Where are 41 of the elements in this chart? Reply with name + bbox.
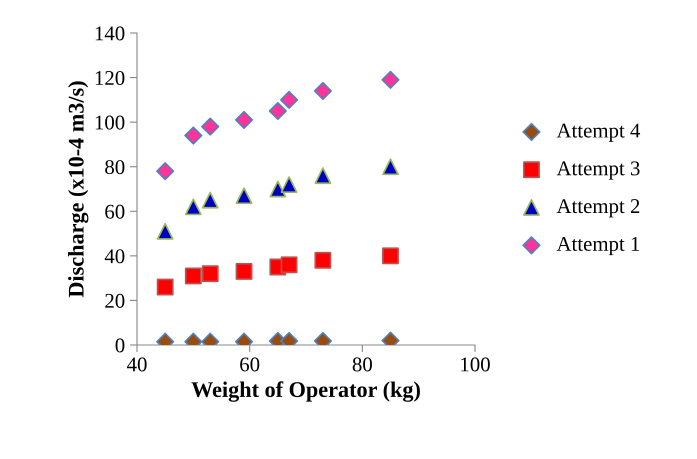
point	[280, 90, 298, 109]
point	[314, 167, 332, 184]
point	[184, 267, 202, 284]
point	[156, 162, 174, 180]
point	[156, 278, 174, 296]
point	[184, 198, 202, 216]
point	[314, 82, 332, 100]
point	[236, 263, 252, 280]
point	[202, 192, 219, 209]
legend-label: Attempt 4	[556, 124, 640, 142]
point	[202, 265, 219, 282]
y-axis-title: Discharge (x10-4 m3/s)	[68, 81, 88, 298]
x-tick-label: 100	[461, 357, 490, 372]
y-tick-label: 140	[96, 26, 124, 40]
point	[201, 118, 220, 136]
x-axis-title: Weight of Operator (kg)	[191, 381, 420, 402]
point	[268, 102, 287, 120]
point	[236, 187, 252, 204]
point	[184, 126, 202, 145]
point	[381, 70, 400, 89]
x-tick-label: 40	[126, 357, 147, 372]
point	[234, 110, 254, 129]
y-tick-label: 60	[105, 204, 124, 219]
point	[280, 256, 298, 274]
x-tick-label: 60	[240, 357, 260, 372]
y-tick-label: 20	[105, 294, 124, 308]
legend-label: Attempt 2	[556, 199, 640, 218]
x-tick-label: 80	[352, 357, 372, 372]
legend-label: Attempt 3	[556, 161, 640, 180]
y-tick-label: 80	[105, 160, 124, 174]
point	[382, 247, 399, 264]
legend-label: Attempt 1	[556, 236, 640, 256]
point	[156, 222, 174, 240]
point	[280, 176, 298, 193]
point	[382, 158, 399, 176]
y-tick-label: 120	[96, 70, 124, 86]
y-tick-label: 0	[116, 338, 124, 352]
y-tick-label: 40	[104, 249, 124, 264]
point	[314, 252, 332, 269]
y-tick-label: 100	[96, 116, 124, 130]
point	[269, 180, 286, 198]
